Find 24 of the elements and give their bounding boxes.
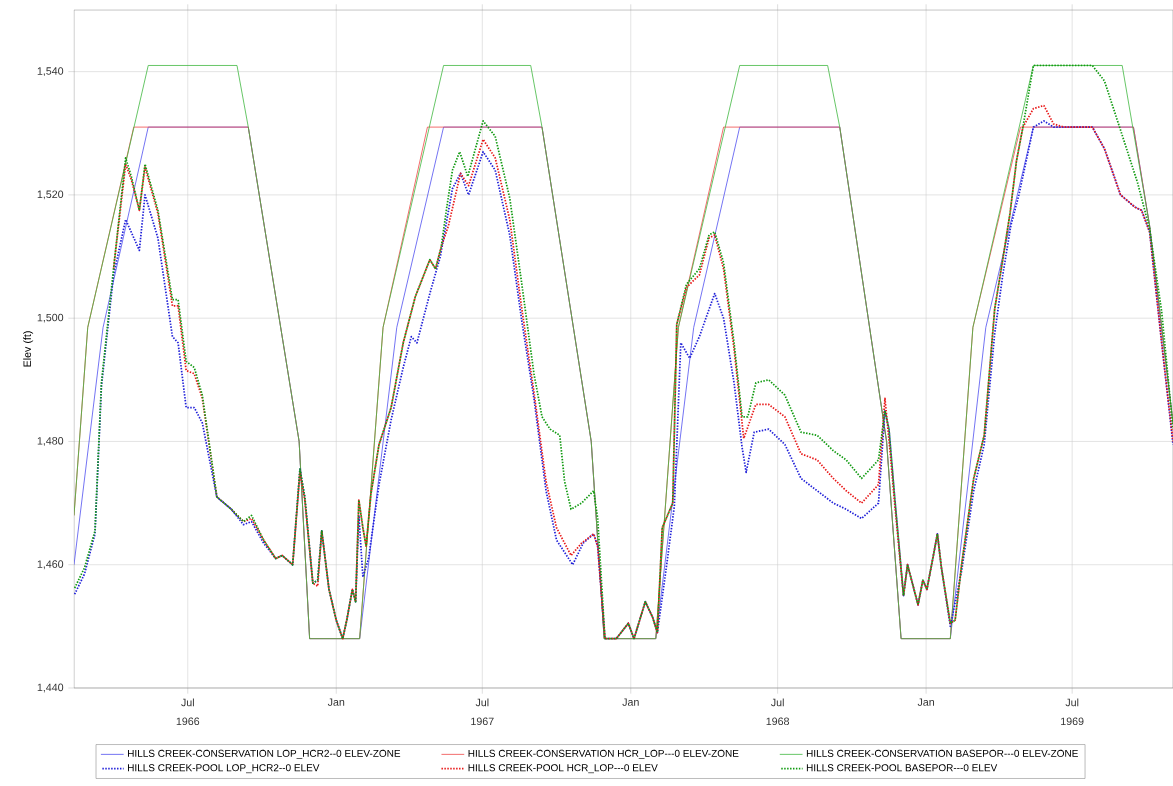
x-tick-label: Jul: [770, 698, 784, 707]
text: 1968: [766, 717, 790, 726]
y-tick-label: 1,460: [37, 560, 64, 570]
x-tick-label: Jul: [181, 698, 194, 707]
y-tick-label: 1,520: [37, 190, 64, 200]
y-tick-label: 1,540: [37, 67, 64, 77]
x-tick-label: Jan: [327, 698, 345, 706]
text: 1969: [1061, 717, 1084, 726]
x-tick-label: Jul: [475, 698, 489, 707]
legend-label: HILLS CREEK-POOL LOP_HCR2--0 ELEV: [128, 764, 320, 774]
legend-label: HILLS CREEK-CONSERVATION HCR_LOP---0 ELEV-ZONE: [468, 749, 739, 759]
x-tick-label: Jan: [622, 698, 639, 706]
legend-label: HILLS CREEK-POOL HCR_LOP---0 ELEV: [468, 764, 658, 774]
y-tick-label: 1,480: [37, 437, 64, 446]
text: 1967: [471, 717, 494, 726]
y-axis-title: Elev (ft): [23, 331, 34, 367]
x-tick-label: Jan: [917, 698, 935, 706]
legend-label: HILLS CREEK-CONSERVATION LOP_HCR2--0 ELEV-ZONE: [128, 749, 401, 759]
text: 1966: [176, 717, 200, 726]
y-tick-label: 1,440: [37, 683, 64, 693]
x-tick-label: Jul: [1065, 698, 1079, 707]
legend-label: HILLS CREEK-CONSERVATION BASEPOR---0 ELEV-ZONE: [806, 749, 1078, 757]
legend-label: HILLS CREEK-POOL BASEPOR---0 ELEV: [806, 764, 998, 772]
y-tick-label: 1,500: [37, 313, 64, 323]
